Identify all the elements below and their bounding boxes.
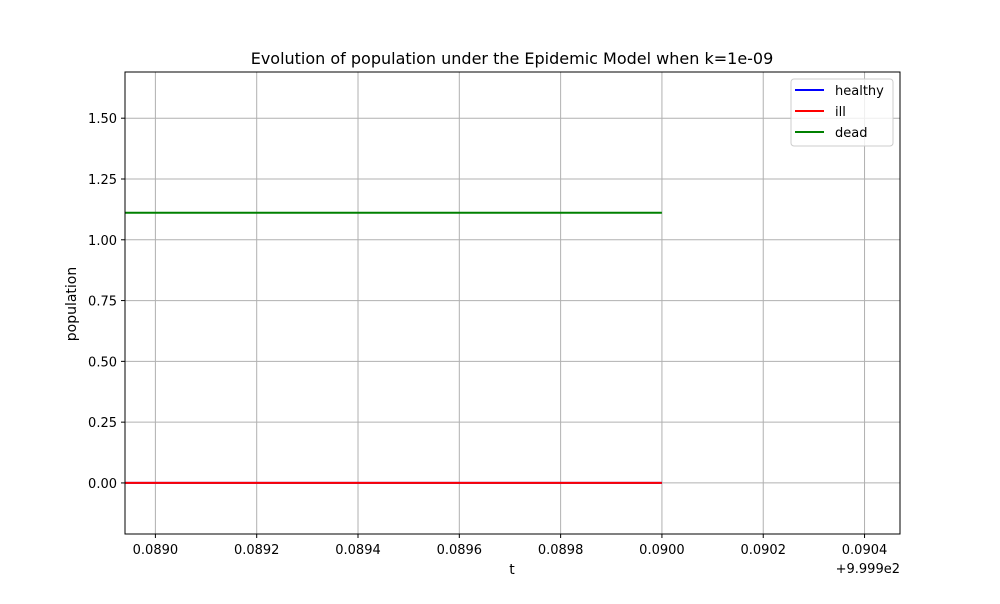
series-lines [125, 211, 662, 484]
y-axis-label: population [64, 267, 80, 342]
y-tick-label: 0.00 [88, 477, 117, 492]
x-tick-label: 0.0898 [538, 543, 584, 558]
x-axis-offset-label: +9.999e2 [836, 562, 900, 577]
y-tick-label: 0.50 [88, 355, 117, 370]
legend: healthy ill dead [790, 78, 894, 147]
y-tick-label: 1.50 [88, 112, 117, 127]
y-tick-label: 0.75 [88, 295, 117, 310]
x-tick-label: 0.0892 [234, 543, 280, 558]
chart-title: Evolution of population under the Epidem… [251, 49, 774, 68]
y-tick-label: 0.25 [88, 416, 117, 431]
x-tick-label: 0.0896 [437, 543, 483, 558]
x-tick-label: 0.0890 [133, 543, 179, 558]
x-axis-label: t [509, 562, 515, 578]
x-tick-label: 0.0902 [740, 543, 786, 558]
legend-box [790, 78, 894, 147]
x-tick-label: 0.0904 [842, 543, 888, 558]
y-tick-label: 1.00 [88, 234, 117, 249]
legend-label-healthy: healthy [835, 84, 884, 99]
x-tick-label: 0.0900 [639, 543, 685, 558]
x-tick-label: 0.0894 [335, 543, 381, 558]
axis-ticks: 0.0890 0.0892 0.0894 0.0896 0.0898 0.0900 0.09… [88, 112, 887, 558]
legend-label-ill: ill [835, 105, 846, 120]
legend-label-dead: dead [835, 126, 867, 141]
plot-frame [124, 71, 901, 535]
y-tick-label: 1.25 [88, 173, 117, 188]
